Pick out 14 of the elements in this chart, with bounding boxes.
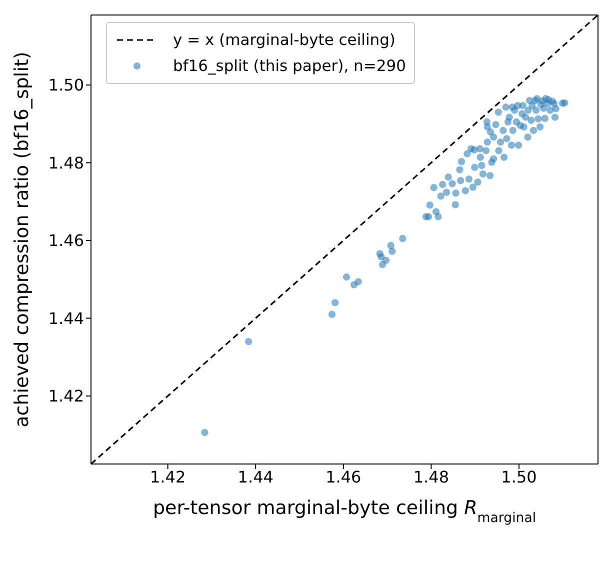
y-tick-label: 1.42 xyxy=(48,386,84,406)
x-axis-title: per-tensor marginal-byte ceiling R$_{marginal}$ xyxy=(152,497,536,526)
x-tick-label: 1.46 xyxy=(326,467,362,486)
x-tick-label: 1.44 xyxy=(238,467,274,486)
legend-label: bf16_split (this paper), n=290 xyxy=(173,56,406,77)
y-tick-label: 1.50 xyxy=(48,76,84,95)
x-tick-label: 1.48 xyxy=(413,467,450,486)
legend-label: y = x (marginal-byte ceiling) xyxy=(173,30,396,51)
y-axis-title: achieved compression ratio (bf16_split) xyxy=(11,52,33,428)
y-tick-label: 1.44 xyxy=(48,308,84,328)
x-tick-label: 1.50 xyxy=(501,467,537,486)
y-tick-label: 1.46 xyxy=(48,231,84,250)
x-tick-label: 1.42 xyxy=(150,467,186,486)
y-tick-label: 1.48 xyxy=(48,153,84,172)
